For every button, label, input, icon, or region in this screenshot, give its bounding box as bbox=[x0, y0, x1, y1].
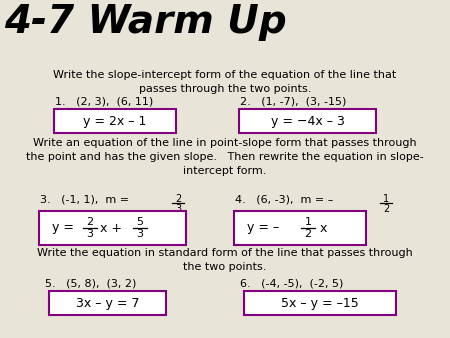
Text: 5x – y = –15: 5x – y = –15 bbox=[281, 296, 359, 310]
Text: 6.   (-4, -5),  (-2, 5): 6. (-4, -5), (-2, 5) bbox=[240, 278, 343, 288]
Text: 4-7 Warm Up: 4-7 Warm Up bbox=[4, 3, 287, 41]
FancyBboxPatch shape bbox=[234, 211, 366, 245]
Text: 1: 1 bbox=[305, 217, 311, 227]
Text: 3: 3 bbox=[136, 229, 144, 239]
Text: Write the equation in standard form of the line that passes through
the two poin: Write the equation in standard form of t… bbox=[37, 248, 413, 272]
Text: 5.   (5, 8),  (3, 2): 5. (5, 8), (3, 2) bbox=[45, 278, 136, 288]
Text: 5: 5 bbox=[136, 217, 144, 227]
Text: 3x – y = 7: 3x – y = 7 bbox=[76, 296, 139, 310]
Text: 2: 2 bbox=[305, 229, 311, 239]
Text: 4.   (6, -3),  m = –: 4. (6, -3), m = – bbox=[235, 194, 333, 204]
Text: 1.   (2, 3),  (6, 11): 1. (2, 3), (6, 11) bbox=[55, 96, 153, 106]
Text: Write an equation of the line in point-slope form that passes through
the point : Write an equation of the line in point-s… bbox=[26, 138, 424, 176]
Text: 2: 2 bbox=[383, 204, 389, 214]
FancyBboxPatch shape bbox=[239, 109, 376, 133]
FancyBboxPatch shape bbox=[49, 291, 166, 315]
Text: y = 2x – 1: y = 2x – 1 bbox=[83, 115, 147, 127]
Text: y = –: y = – bbox=[247, 221, 279, 235]
Text: x: x bbox=[320, 221, 328, 235]
FancyBboxPatch shape bbox=[244, 291, 396, 315]
FancyBboxPatch shape bbox=[54, 109, 176, 133]
Text: 2: 2 bbox=[175, 194, 181, 204]
Text: 1: 1 bbox=[383, 194, 389, 204]
Text: x +: x + bbox=[100, 221, 126, 235]
Text: 2.   (1, -7),  (3, -15): 2. (1, -7), (3, -15) bbox=[240, 96, 346, 106]
Text: y = −4x – 3: y = −4x – 3 bbox=[270, 115, 344, 127]
Text: 3.   (-1, 1),  m =: 3. (-1, 1), m = bbox=[40, 194, 129, 204]
Text: Write the slope-intercept form of the equation of the line that
passes through t: Write the slope-intercept form of the eq… bbox=[54, 70, 396, 94]
Text: y =: y = bbox=[52, 221, 78, 235]
FancyBboxPatch shape bbox=[39, 211, 186, 245]
Text: 3: 3 bbox=[86, 229, 94, 239]
Text: 3: 3 bbox=[175, 204, 181, 214]
Text: 2: 2 bbox=[86, 217, 94, 227]
